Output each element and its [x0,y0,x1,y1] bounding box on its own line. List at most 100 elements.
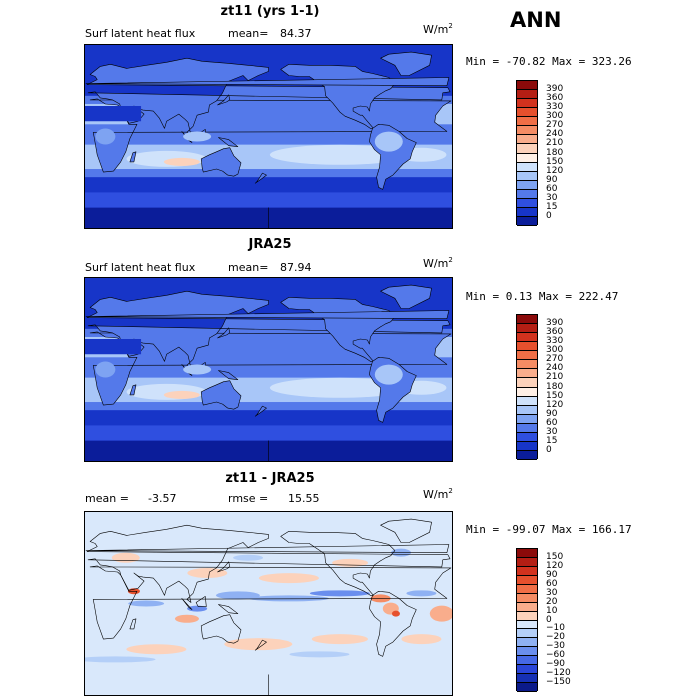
colorbar-swatch [517,126,537,136]
coastline [85,544,450,554]
colorbar-tick-label: 30 [546,192,558,203]
colorbar-swatch [517,557,537,567]
land-shape [217,327,231,339]
colorbar-swatch [517,171,537,181]
panel1-min-value: -70.82 [505,55,546,68]
panel1-mean-value: 84.37 [280,27,312,40]
panel1-mean-label: mean= [228,27,269,40]
colorbar-swatch [517,369,537,379]
colorbar-tick-label: 0 [546,210,552,221]
colorbar-swatch [517,378,537,388]
panel2-title: JRA25 [248,237,292,252]
colorbar-tick-label: 300 [546,345,564,356]
colorbar-tick-label: 360 [546,93,564,104]
colorbar-swatch [517,549,537,558]
panel2-map [84,277,453,462]
colorbar-tick-label: 15 [546,201,558,212]
coastline [129,618,137,630]
coastline [218,604,239,614]
panel2-mean-value: 87.94 [280,261,312,274]
colorbar-tick-label: 180 [546,381,564,392]
colorbar-tick-label: 15 [546,435,558,446]
blob-sind-warm [163,390,200,399]
anomaly-blob [332,558,369,567]
colorbar-tick-label: 10 [546,605,558,616]
panel3-max-label: Max = [552,523,586,536]
colorbar-tick-label: 240 [546,129,564,140]
colorbar-swatch [517,216,537,226]
sahara-low [85,339,142,355]
colorbar-tick-label: 120 [546,560,564,571]
panel3-colorbar: 150 120 90 60 30 20 10 0 −10 −20 −30 −60 −90 −120 −150 [516,548,571,692]
colorbar-tick-label: 360 [546,327,564,338]
anomaly-blob [85,656,156,663]
land-shape [380,51,432,76]
colorbar-swatch [517,108,537,118]
colorbar-swatch [517,405,537,415]
land-shape [85,77,450,87]
panel1-colorbar: 390 360 330 300 270 240 210 180 150 120 90 60 30 15 0 [516,80,563,226]
colorbar-tick-label: 120 [546,165,564,176]
colorbar-tick-label: 150 [546,390,564,401]
panel2-max-label: Max = [538,290,572,303]
anomaly-blob [406,590,437,597]
colorbar-swatch [517,387,537,397]
land-shape [86,290,451,369]
colorbar-swatch [517,189,537,199]
colorbar-tick-label: 30 [546,587,558,598]
colorbar-tick-label: 330 [546,102,564,113]
panel2-units-exp: 2 [448,256,453,264]
anomaly-blob [401,634,442,645]
panel3-min-value: -99.07 [505,523,546,536]
anomaly-blob [248,595,329,602]
land-shape [254,405,267,417]
amazon-region [374,364,403,385]
colorbar-swatch [517,441,537,451]
panel1-units-base: W/m [423,23,449,36]
colorbar-swatch [517,162,537,172]
land-shape [254,172,267,184]
colorbar-tick-label: 90 [546,569,558,580]
colorbar-tick-label: 210 [546,138,564,149]
colorbar-swatch [517,611,537,621]
panel1-title: zt11 (yrs 1-1) [220,4,320,19]
colorbar-tick-label: 390 [546,84,564,95]
panel1-units: W/m2 [423,23,453,36]
colorbar-swatch [517,593,537,603]
panel3-units-base: W/m [423,488,449,501]
panel3-mean-label: mean = [85,492,129,505]
colorbar-tick-label: 330 [546,336,564,347]
colorbar-swatch [517,342,537,352]
land-shape [129,384,137,396]
land-shape [218,370,239,380]
colorbar-swatch [517,198,537,208]
panel2-mean-label: mean= [228,261,269,274]
colorbar-swatch [517,656,537,666]
panel2-units: W/m2 [423,256,453,270]
coastline [280,530,396,596]
colorbar-tick-label: −30 [546,641,565,652]
panel3-units: W/m2 [423,488,453,501]
colorbar-swatch [517,602,537,612]
colorbar-tick-label: 300 [546,111,564,122]
panel3-min-label: Min = [466,523,500,536]
panel3-rmse-label: rmse = [228,492,269,505]
colorbar-swatch [517,135,537,145]
colorbar-swatch [517,620,537,630]
colorbar-swatch [517,414,537,424]
land-shape [85,310,450,320]
panel1-max-value: 323.26 [591,55,632,68]
colorbar-swatch [517,432,537,442]
anomaly-blob [429,605,452,622]
colorbar-swatch [517,324,537,334]
coastline [254,639,267,651]
land-shape [218,137,239,147]
panel2-min-label: Min = [466,290,500,303]
colorbar-swatch [517,566,537,576]
colorbar-tick-label: 270 [546,120,564,131]
colorbar-box [516,314,538,460]
colorbar-box [516,548,538,692]
colorbar-tick-label: 240 [546,363,564,374]
colorbar-tick-label: 60 [546,183,558,194]
colorbar-tick-label: 90 [546,408,558,419]
